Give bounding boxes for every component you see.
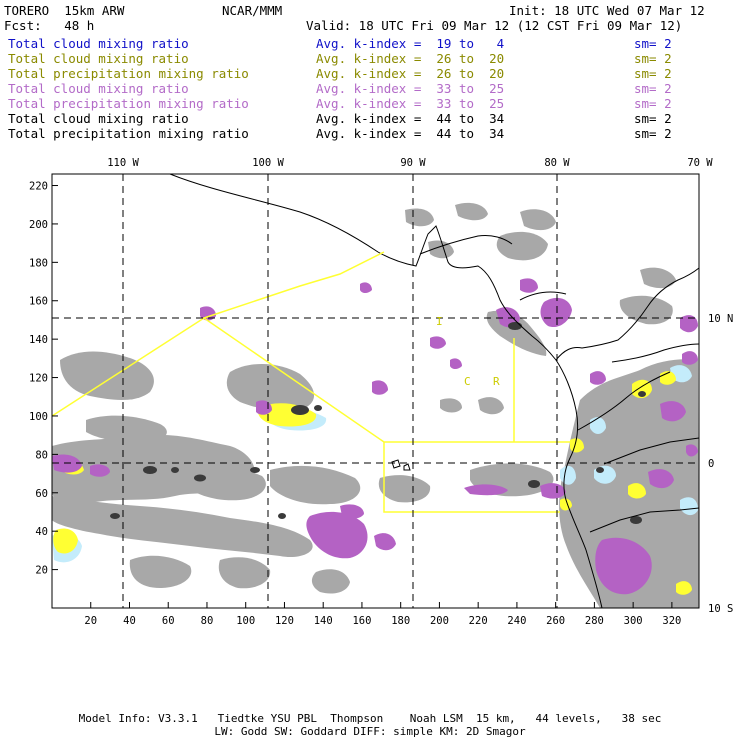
lat-label: 10 S <box>708 603 733 615</box>
legend-row-kindex: Avg. k-index = 44 to 34 <box>316 126 505 141</box>
y-axis-ticks: 220 200 180 160 140 120 100 80 60 40 20 <box>29 181 58 577</box>
lon-label: 90 W <box>400 157 426 169</box>
model-info: Model Info: V3.3.1 Tiedtke YSU PBL Thomp… <box>78 712 662 725</box>
x-tick-label: 20 <box>84 615 97 627</box>
x-tick-label: 120 <box>275 615 294 627</box>
x-tick-label: 260 <box>546 615 565 627</box>
lat-lon-grid <box>52 174 699 608</box>
x-tick-label: 320 <box>662 615 681 627</box>
map-frame <box>51 173 700 609</box>
y-tick-label: 180 <box>29 257 48 269</box>
lon-label: 80 W <box>544 157 570 169</box>
legend-row-sm: sm= 2 <box>634 36 672 51</box>
legend-row-field: Total cloud mixing ratio <box>8 51 189 66</box>
coastlines <box>169 174 699 608</box>
legend-row-kindex: Avg. k-index = 26 to 20 <box>316 51 505 66</box>
precip-field-dark <box>110 322 646 524</box>
y-tick-label: 40 <box>35 526 48 538</box>
valid-time: Valid: 18 UTC Fri 09 Mar 12 (12 CST Fri … <box>306 18 683 33</box>
legend-row-kindex: Avg. k-index = 44 to 34 <box>316 111 505 126</box>
legend-row-field: Total precipitation mixing ratio <box>8 96 249 111</box>
x-tick-label: 80 <box>201 615 214 627</box>
x-axis-ticks: 20 40 60 80 100 120 140 160 180 200 220 240 260 280 30… <box>84 602 681 627</box>
init-time: Init: 18 UTC Wed 07 Mar 12 <box>509 3 705 18</box>
legend-row-sm: sm= 2 <box>634 96 672 111</box>
legend-row-sm: sm= 2 <box>634 111 672 126</box>
lon-label: 110 W <box>107 157 139 169</box>
annotation-label: C <box>464 375 471 388</box>
y-tick-label: 80 <box>35 449 48 461</box>
x-tick-label: 280 <box>585 615 604 627</box>
y-tick-label: 200 <box>29 219 48 231</box>
x-tick-label: 160 <box>352 615 371 627</box>
annotation-label: R <box>493 375 500 388</box>
legend-row-kindex: Avg. k-index = 26 to 20 <box>316 66 505 81</box>
y-tick-label: 120 <box>29 373 48 385</box>
x-tick-label: 40 <box>123 615 136 627</box>
legend-row-sm: sm= 2 <box>634 81 672 96</box>
lat-label: 10 N <box>708 313 733 325</box>
legend-row-kindex: Avg. k-index = 33 to 25 <box>316 81 505 96</box>
x-tick-label: 200 <box>430 615 449 627</box>
physics-info: LW: Godd SW: Goddard DIFF: simple KM: 2D… <box>214 725 526 738</box>
y-tick-label: 160 <box>29 296 48 308</box>
x-tick-label: 140 <box>314 615 333 627</box>
legend-row-field: Total cloud mixing ratio <box>8 111 189 126</box>
x-tick-label: 240 <box>507 615 526 627</box>
lat-label: 0 <box>708 458 714 470</box>
y-tick-label: 220 <box>29 181 48 193</box>
forecast-hour: Fcst: 48 h <box>4 18 95 33</box>
legend-row-sm: sm= 2 <box>634 126 672 141</box>
legend-row-kindex: Avg. k-index = 33 to 25 <box>316 96 505 111</box>
x-tick-label: 60 <box>162 615 175 627</box>
legend-row-field: Total precipitation mixing ratio <box>8 66 249 81</box>
x-tick-label: 220 <box>469 615 488 627</box>
y-tick-label: 20 <box>35 565 48 577</box>
y-tick-label: 60 <box>35 488 48 500</box>
y-tick-label: 140 <box>29 334 48 346</box>
legend-row-sm: sm= 2 <box>634 66 672 81</box>
model-name: TORERO 15km ARW <box>4 3 125 18</box>
lon-label: 100 W <box>252 157 284 169</box>
precip-field-magenta <box>52 278 698 595</box>
organization: NCAR/MMM <box>222 3 283 18</box>
legend-row-kindex: Avg. k-index = 19 to 4 <box>316 36 505 51</box>
x-tick-label: 100 <box>236 615 255 627</box>
legend-row-field: Total cloud mixing ratio <box>8 81 189 96</box>
lon-label: 70 W <box>687 157 713 169</box>
x-tick-label: 300 <box>624 615 643 627</box>
annotation-label: I <box>436 315 443 328</box>
region-borders <box>52 251 570 513</box>
map-fields <box>52 174 699 608</box>
x-tick-label: 180 <box>391 615 410 627</box>
legend-row-field: Total precipitation mixing ratio <box>8 126 249 141</box>
y-tick-label: 100 <box>29 411 48 423</box>
legend-row-sm: sm= 2 <box>634 51 672 66</box>
legend-row-field: Total cloud mixing ratio <box>8 36 189 51</box>
